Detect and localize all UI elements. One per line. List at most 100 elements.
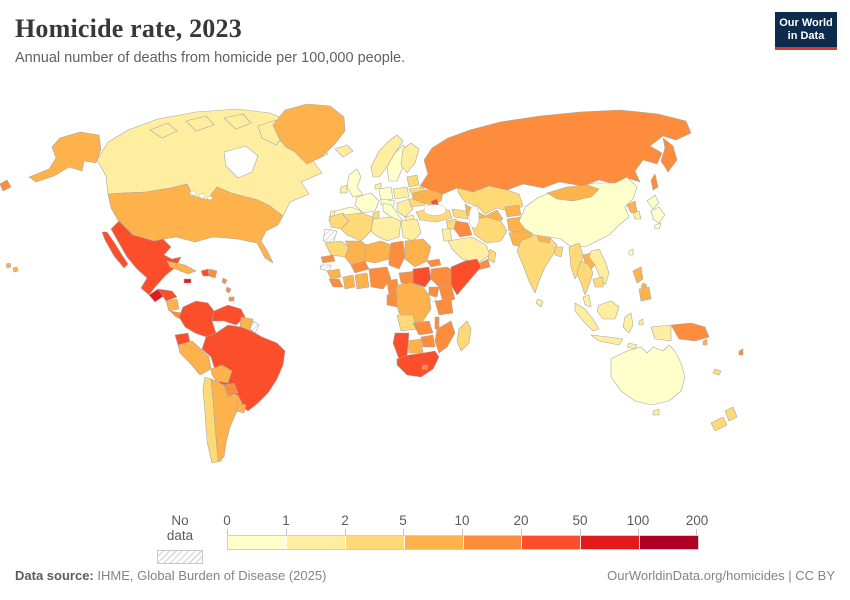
region-tanzania[interactable] xyxy=(434,298,454,316)
region-mozambique[interactable] xyxy=(434,320,456,354)
license-link[interactable]: OurWorldinData.org/homicides | CC BY xyxy=(607,568,835,583)
region-south-africa[interactable] xyxy=(396,350,440,378)
region-philippines-mindanao[interactable] xyxy=(638,286,652,302)
region-hawaii[interactable] xyxy=(12,266,19,273)
region-somalia[interactable] xyxy=(450,258,482,296)
region-egypt[interactable] xyxy=(400,218,422,242)
region-new-zealand-north[interactable] xyxy=(724,406,738,422)
region-south-sudan[interactable] xyxy=(412,266,432,288)
region-malaysia[interactable] xyxy=(582,294,592,308)
region-java[interactable] xyxy=(590,334,624,346)
region-new-zealand-south[interactable] xyxy=(710,416,728,432)
owid-logo[interactable]: Our World in Data xyxy=(775,12,837,50)
region-mauritania[interactable] xyxy=(324,240,350,258)
region-trinidad[interactable] xyxy=(228,296,235,302)
legend-bin-1-2[interactable] xyxy=(286,536,346,549)
region-malawi[interactable] xyxy=(434,316,440,330)
region-zambia[interactable] xyxy=(412,320,434,336)
region-lesser-antilles[interactable] xyxy=(225,286,232,294)
region-iceland[interactable] xyxy=(334,144,354,158)
region-argentina[interactable] xyxy=(210,378,243,462)
region-canada-island[interactable] xyxy=(185,115,215,132)
region-saudi-arabia[interactable] xyxy=(447,236,491,264)
region-oman[interactable] xyxy=(487,248,497,264)
region-gambia-bissau[interactable] xyxy=(319,264,332,272)
region-nigeria[interactable] xyxy=(368,266,392,290)
region-thailand[interactable] xyxy=(576,260,594,296)
region-west-papua[interactable] xyxy=(650,324,672,342)
region-denmark[interactable] xyxy=(374,182,382,190)
region-lesotho[interactable] xyxy=(421,364,429,371)
region-dominican-republic[interactable] xyxy=(208,268,218,279)
region-fiji[interactable] xyxy=(738,348,744,356)
legend-bin-5-10[interactable] xyxy=(404,536,464,549)
region-israel-jordan[interactable] xyxy=(441,228,453,242)
region-sri-lanka[interactable] xyxy=(535,298,544,308)
region-canada-island[interactable] xyxy=(223,113,252,130)
region-greenland[interactable] xyxy=(272,103,346,165)
region-japan[interactable] xyxy=(653,222,662,230)
region-ireland[interactable] xyxy=(339,184,348,194)
region-libya[interactable] xyxy=(370,216,402,242)
region-south-korea[interactable] xyxy=(632,210,642,220)
region-eritrea[interactable] xyxy=(426,258,442,268)
region-namibia[interactable] xyxy=(392,332,410,360)
region-cuba[interactable] xyxy=(166,260,197,275)
region-kyrgyz-tajik[interactable] xyxy=(504,204,522,218)
legend-bin-100-200[interactable] xyxy=(640,536,698,549)
region-cambodia[interactable] xyxy=(592,276,604,288)
region-botswana[interactable] xyxy=(406,338,424,354)
region-png[interactable] xyxy=(670,322,710,342)
legend-bin-20-50[interactable] xyxy=(522,536,582,549)
region-bolivia[interactable] xyxy=(210,364,233,384)
region-philippines-luzon[interactable] xyxy=(632,266,644,284)
region-chukotka-fragment[interactable] xyxy=(0,179,12,192)
region-balkans[interactable] xyxy=(396,198,414,218)
region-chad[interactable] xyxy=(388,240,406,270)
region-poland[interactable] xyxy=(392,186,410,200)
region-mongolia[interactable] xyxy=(546,184,600,202)
legend-no-data-swatch[interactable] xyxy=(157,550,203,564)
legend-bin-0-1[interactable] xyxy=(228,536,287,549)
region-bangladesh[interactable] xyxy=(554,246,564,258)
legend-bin-2-5[interactable] xyxy=(345,536,405,549)
region-borneo[interactable] xyxy=(596,300,620,320)
region-colombia[interactable] xyxy=(178,300,217,338)
region-haiti[interactable] xyxy=(200,268,210,277)
region-baltics[interactable] xyxy=(406,174,420,188)
region-laos[interactable] xyxy=(582,252,598,270)
region-china[interactable] xyxy=(518,176,638,248)
region-madagascar[interactable] xyxy=(456,320,472,352)
region-france[interactable] xyxy=(354,192,380,214)
region-algeria[interactable] xyxy=(340,212,374,242)
region-alaska[interactable] xyxy=(28,131,102,183)
region-norway[interactable] xyxy=(370,134,404,178)
region-iran[interactable] xyxy=(469,216,508,244)
region-solomon[interactable] xyxy=(702,338,708,346)
region-ghana-togo-benin[interactable] xyxy=(354,272,370,290)
region-russia-kamchatka[interactable] xyxy=(660,137,678,173)
region-australia[interactable] xyxy=(610,344,686,406)
region-iraq[interactable] xyxy=(453,220,473,238)
legend-bin-50-100[interactable] xyxy=(581,536,641,549)
region-tunisia[interactable] xyxy=(372,210,380,220)
region-indonesia-sumatra[interactable] xyxy=(574,302,600,332)
region-guinea[interactable] xyxy=(326,268,342,280)
region-sierra-leone-liberia[interactable] xyxy=(328,278,344,288)
region-hawaii[interactable] xyxy=(5,262,12,269)
region-uganda[interactable] xyxy=(428,286,440,298)
region-japan[interactable] xyxy=(646,194,660,210)
region-japan[interactable] xyxy=(650,206,666,224)
region-jamaica[interactable] xyxy=(183,278,192,284)
region-moluccas[interactable] xyxy=(638,318,644,326)
region-western-sahara[interactable] xyxy=(322,228,338,244)
region-kenya[interactable] xyxy=(438,284,456,304)
region-india[interactable] xyxy=(516,234,558,294)
region-timor[interactable] xyxy=(626,342,638,350)
region-russia[interactable] xyxy=(419,109,692,195)
region-mexico-baja[interactable] xyxy=(101,231,129,269)
region-lesser-antilles[interactable] xyxy=(221,277,228,285)
region-vietnam[interactable] xyxy=(588,248,610,286)
region-taiwan[interactable] xyxy=(628,248,634,256)
legend-bin-10-20[interactable] xyxy=(463,536,523,549)
